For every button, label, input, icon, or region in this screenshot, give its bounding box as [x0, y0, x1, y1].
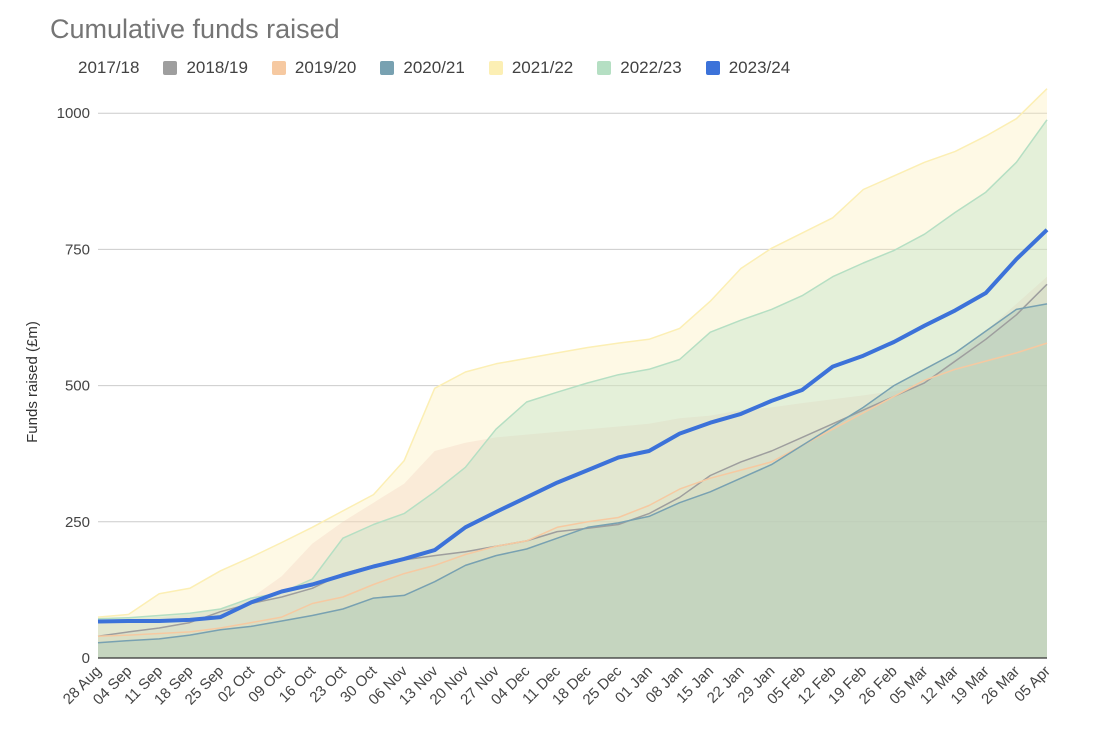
y-tick-label: 250: [65, 514, 90, 531]
series-area-2: [98, 343, 1047, 658]
legend-label: 2018/19: [186, 58, 248, 77]
legend-label: 2022/23: [620, 58, 682, 77]
legend-swatch: [597, 61, 612, 75]
legend-item: 2022/23: [597, 58, 682, 78]
legend-swatch: [705, 61, 720, 75]
y-axis-label: Funds raised (£m): [24, 321, 41, 443]
legend-item: 2020/21: [380, 58, 465, 78]
legend-item: 2018/19: [163, 58, 248, 78]
y-tick-label: 1000: [57, 105, 90, 122]
legend-label: 2019/20: [294, 58, 357, 77]
series-area-0: [98, 276, 1047, 658]
legend: 2017/18 2018/19 2019/20 2020/21 2021/22 2022/…: [78, 58, 814, 78]
chart-title: Cumulative funds raised: [50, 14, 340, 44]
legend-label: 2021/22: [511, 58, 574, 77]
series-line-5: [97, 119, 1048, 620]
legend-label: 2017/18: [78, 58, 140, 77]
series-area-3: [98, 303, 1047, 658]
legend-swatch: [380, 61, 395, 75]
legend-label: 2023/24: [728, 58, 791, 77]
series-line-6: [97, 228, 1049, 624]
series-area-5: [98, 119, 1047, 659]
legend-swatch: [163, 61, 178, 75]
y-tick-label: 0: [82, 650, 90, 667]
legend-label: 2020/21: [403, 58, 465, 77]
y-tick-label: 750: [65, 241, 90, 258]
legend-item: 2023/24: [705, 58, 791, 78]
y-tick-label: 500: [65, 378, 90, 395]
legend-item: 2017/18: [78, 58, 139, 78]
legend-swatch: [488, 61, 503, 75]
series-line-2: [97, 342, 1048, 637]
legend-item: 2021/22: [488, 58, 574, 78]
series-line-3: [97, 303, 1048, 644]
legend-item: 2019/20: [271, 58, 357, 78]
series-area-1: [98, 284, 1047, 658]
legend-swatch: [271, 61, 286, 75]
series-line-4: [97, 88, 1048, 618]
